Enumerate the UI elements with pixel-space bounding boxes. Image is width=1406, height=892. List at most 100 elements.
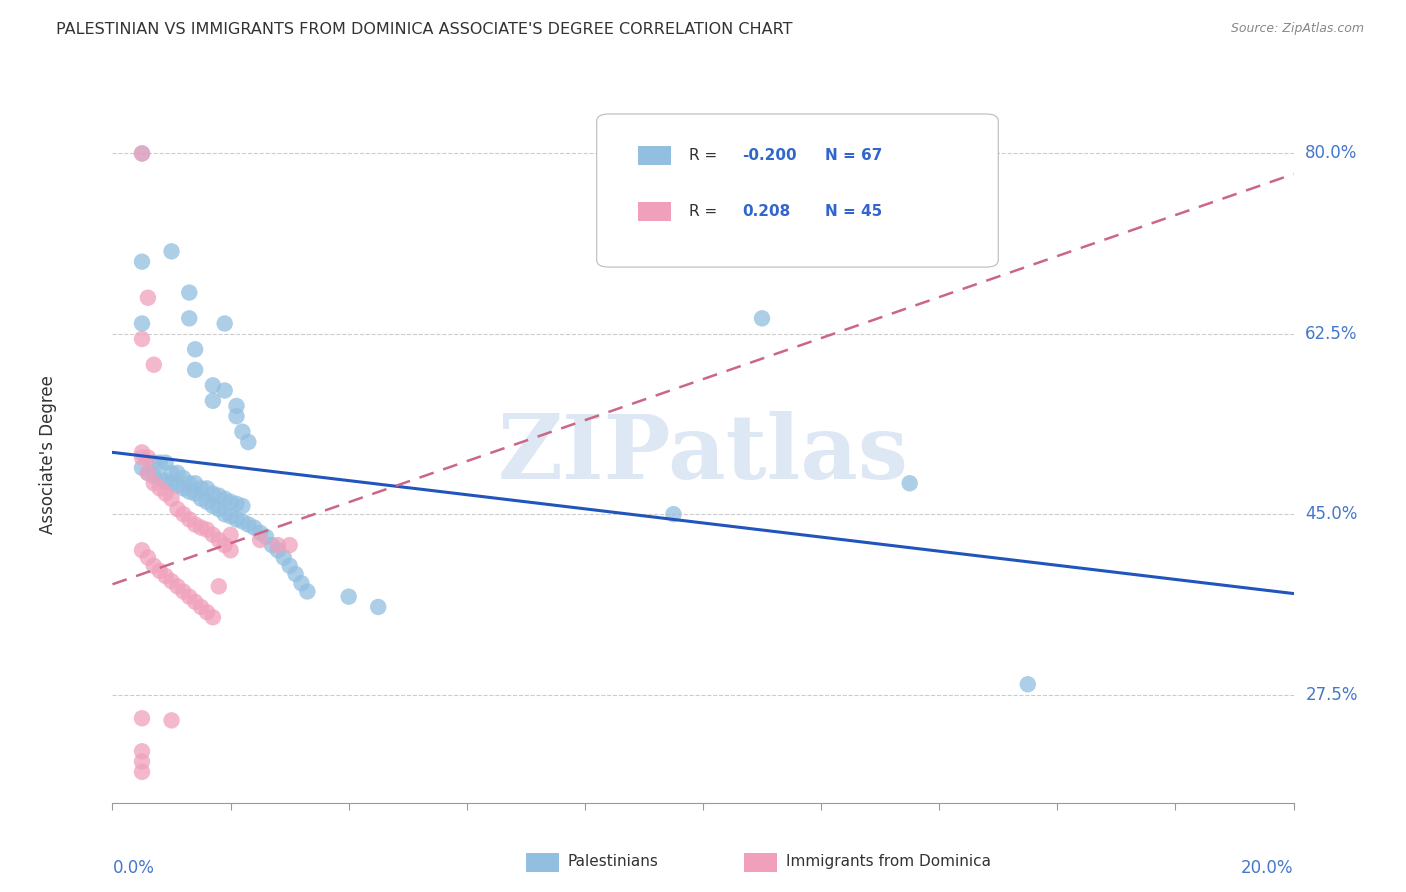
Point <box>131 146 153 161</box>
Point <box>208 489 231 503</box>
Point <box>238 435 260 450</box>
Point <box>160 574 183 589</box>
Point <box>195 495 218 509</box>
Point <box>172 482 194 496</box>
Point <box>131 543 153 558</box>
Point <box>190 482 212 496</box>
Point <box>136 450 159 465</box>
Text: Immigrants from Dominica: Immigrants from Dominica <box>786 855 991 870</box>
Point <box>166 579 188 593</box>
Point <box>249 525 271 540</box>
Point <box>278 558 301 573</box>
Point <box>184 343 207 357</box>
Point <box>278 538 301 552</box>
Point <box>662 507 685 521</box>
Text: 0.0%: 0.0% <box>112 860 155 878</box>
Point <box>131 711 153 725</box>
Point <box>179 285 201 300</box>
Point <box>214 491 236 506</box>
Point <box>225 409 247 424</box>
Point <box>254 530 277 544</box>
Point <box>155 569 177 583</box>
Point <box>249 533 271 547</box>
Point <box>267 543 290 558</box>
Point <box>208 533 231 547</box>
Point <box>166 502 188 516</box>
Point <box>131 146 153 161</box>
Text: Palestinians: Palestinians <box>567 855 658 870</box>
Point <box>231 425 253 439</box>
Point <box>160 244 183 259</box>
Point <box>142 469 165 483</box>
Point <box>898 476 921 491</box>
Point <box>166 466 188 480</box>
Point <box>131 254 153 268</box>
Point <box>284 566 307 581</box>
Text: 62.5%: 62.5% <box>1305 325 1358 343</box>
Point <box>219 528 242 542</box>
Point <box>155 474 177 488</box>
Point <box>201 378 224 392</box>
Point <box>131 744 153 758</box>
Point <box>179 476 201 491</box>
Point <box>179 484 201 499</box>
Point <box>201 486 224 500</box>
Point <box>367 599 389 614</box>
Point <box>201 393 224 408</box>
Point <box>149 456 172 470</box>
Point <box>219 509 242 524</box>
Text: PALESTINIAN VS IMMIGRANTS FROM DOMINICA ASSOCIATE'S DEGREE CORRELATION CHART: PALESTINIAN VS IMMIGRANTS FROM DOMINICA … <box>56 22 793 37</box>
Point <box>142 476 165 491</box>
Text: N = 67: N = 67 <box>825 148 882 163</box>
Point <box>136 550 159 565</box>
Point <box>225 512 247 526</box>
Point <box>337 590 360 604</box>
Point <box>231 499 253 513</box>
Point <box>184 517 207 532</box>
Point <box>225 399 247 413</box>
Point <box>160 491 183 506</box>
Point <box>179 590 201 604</box>
Text: N = 45: N = 45 <box>825 204 882 219</box>
FancyBboxPatch shape <box>596 114 998 267</box>
Text: 80.0%: 80.0% <box>1305 145 1358 162</box>
Text: 45.0%: 45.0% <box>1305 505 1358 524</box>
Point <box>273 550 295 565</box>
Point <box>179 311 201 326</box>
FancyBboxPatch shape <box>744 853 778 872</box>
Point <box>160 476 183 491</box>
Point <box>201 610 224 624</box>
Point <box>160 466 183 480</box>
Point <box>190 491 212 506</box>
Text: 27.5%: 27.5% <box>1305 686 1358 704</box>
Point <box>195 523 218 537</box>
Point <box>172 507 194 521</box>
Point <box>195 482 218 496</box>
Point <box>136 466 159 480</box>
Point <box>214 507 236 521</box>
Text: R =: R = <box>689 204 727 219</box>
Text: -0.200: -0.200 <box>742 148 797 163</box>
Point <box>149 564 172 578</box>
Point <box>208 579 231 593</box>
Point <box>166 478 188 492</box>
Point <box>136 466 159 480</box>
Point <box>1017 677 1039 691</box>
Point <box>243 520 266 534</box>
Point <box>751 311 773 326</box>
Point <box>184 595 207 609</box>
Point <box>214 384 236 398</box>
Point <box>155 486 177 500</box>
Point <box>149 482 172 496</box>
Point <box>131 755 153 769</box>
Text: Source: ZipAtlas.com: Source: ZipAtlas.com <box>1230 22 1364 36</box>
Text: 20.0%: 20.0% <box>1241 860 1294 878</box>
FancyBboxPatch shape <box>526 853 560 872</box>
Point <box>142 456 165 470</box>
Point <box>131 445 153 459</box>
Point <box>214 538 236 552</box>
Point <box>142 558 165 573</box>
Point <box>238 517 260 532</box>
Point <box>297 584 319 599</box>
Point <box>260 538 283 552</box>
